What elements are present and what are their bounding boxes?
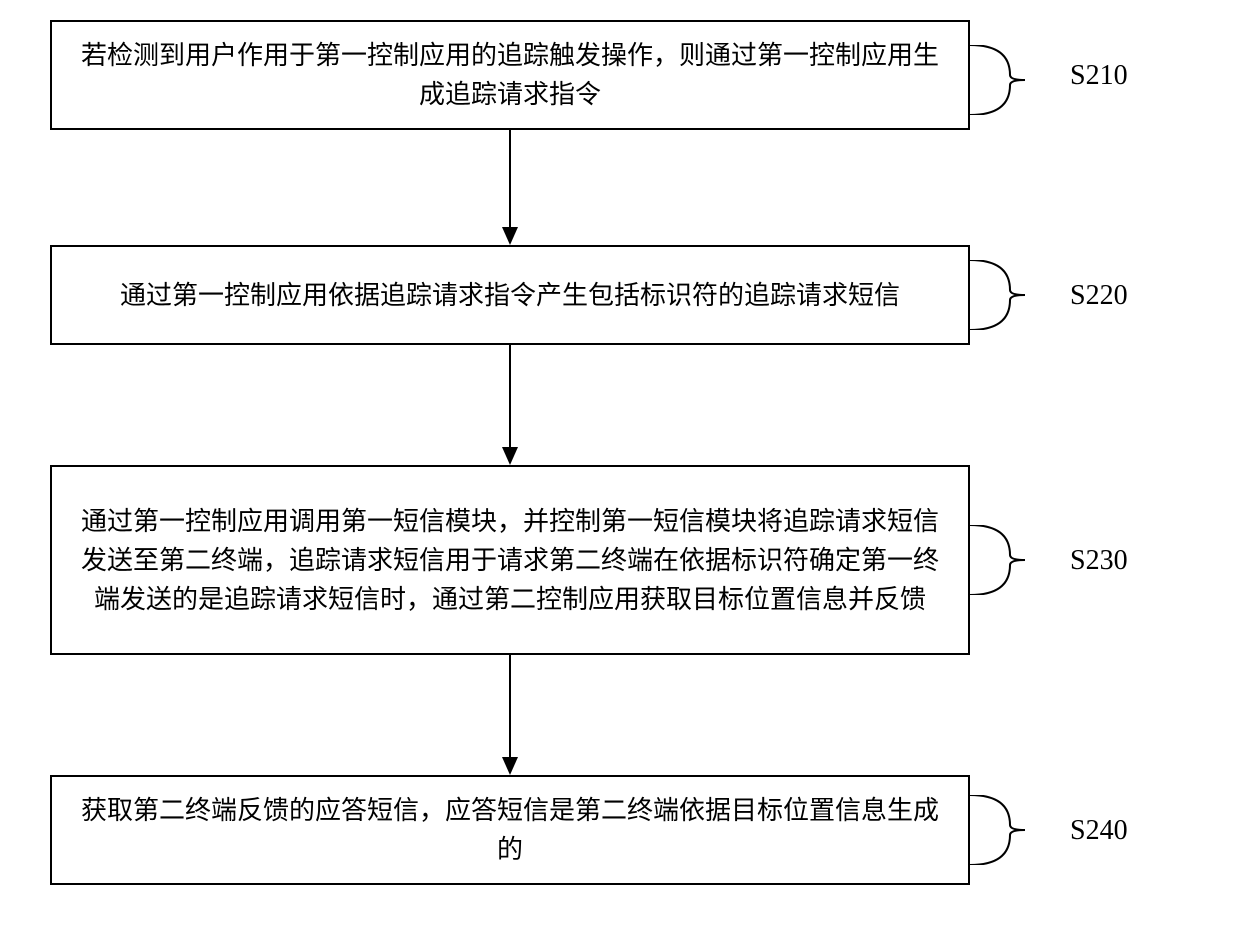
connector-s240 — [970, 795, 1065, 865]
label-text: S230 — [1070, 545, 1128, 577]
arrow-head-icon — [502, 227, 518, 245]
arrow-line — [509, 130, 511, 227]
flow-node-s220: 通过第一控制应用依据追踪请求指令产生包括标识符的追踪请求短信 — [50, 245, 970, 345]
step-label-s240: S240 — [1070, 815, 1128, 847]
label-text: S210 — [1070, 60, 1128, 92]
arrow-head-icon — [502, 447, 518, 465]
node-text: 若检测到用户作用于第一控制应用的追踪触发操作，则通过第一控制应用生成追踪请求指令 — [76, 36, 944, 114]
flow-node-s210: 若检测到用户作用于第一控制应用的追踪触发操作，则通过第一控制应用生成追踪请求指令 — [50, 20, 970, 130]
step-label-s220: S220 — [1070, 280, 1128, 312]
connector-s210 — [970, 45, 1065, 115]
arrow-head-icon — [502, 757, 518, 775]
flow-node-s240: 获取第二终端反馈的应答短信，应答短信是第二终端依据目标位置信息生成的 — [50, 775, 970, 885]
node-text: 获取第二终端反馈的应答短信，应答短信是第二终端依据目标位置信息生成的 — [76, 791, 944, 869]
step-label-s210: S210 — [1070, 60, 1128, 92]
flow-node-s230: 通过第一控制应用调用第一短信模块，并控制第一短信模块将追踪请求短信发送至第二终端… — [50, 465, 970, 655]
node-text: 通过第一控制应用调用第一短信模块，并控制第一短信模块将追踪请求短信发送至第二终端… — [76, 502, 944, 619]
label-text: S240 — [1070, 815, 1128, 847]
label-text: S220 — [1070, 280, 1128, 312]
arrow-line — [509, 655, 511, 757]
step-label-s230: S230 — [1070, 545, 1128, 577]
connector-s230 — [970, 525, 1065, 595]
arrow-line — [509, 345, 511, 447]
node-text: 通过第一控制应用依据追踪请求指令产生包括标识符的追踪请求短信 — [120, 276, 900, 315]
flowchart-canvas: 若检测到用户作用于第一控制应用的追踪触发操作，则通过第一控制应用生成追踪请求指令… — [0, 0, 1240, 936]
connector-s220 — [970, 260, 1065, 330]
